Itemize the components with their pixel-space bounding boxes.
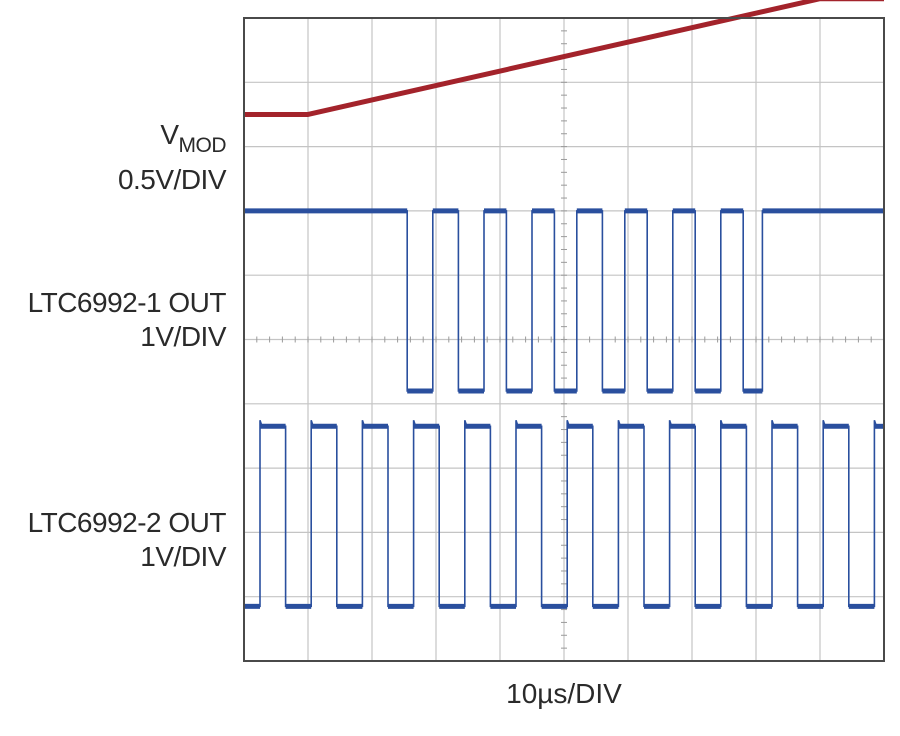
vmod-trace (244, 0, 884, 117)
x-axis-scale-label: 10µs/DIV (506, 678, 622, 709)
vmod-label: VMOD 0.5V/DIV (117, 118, 227, 197)
ltc6992-1-name: LTC6992-1 OUT (27, 287, 227, 318)
vmod-label-main: V (160, 119, 179, 150)
ltc6992-2-label: LTC6992-2 OUT 1V/DIV (27, 506, 227, 574)
graticule (243, 17, 885, 662)
ltc6992-1-scale: 1V/DIV (140, 321, 226, 352)
ltc6992-1-label: LTC6992-1 OUT 1V/DIV (27, 286, 227, 354)
waveform-traces (244, 0, 884, 609)
vmod-label-subscript: MOD (178, 134, 227, 157)
vmod-scale: 0.5V/DIV (117, 164, 227, 195)
ltc6992-2-name: LTC6992-2 OUT (27, 507, 227, 538)
plot-frame (243, 17, 885, 662)
ltc6992-2-scale: 1V/DIV (140, 541, 226, 572)
